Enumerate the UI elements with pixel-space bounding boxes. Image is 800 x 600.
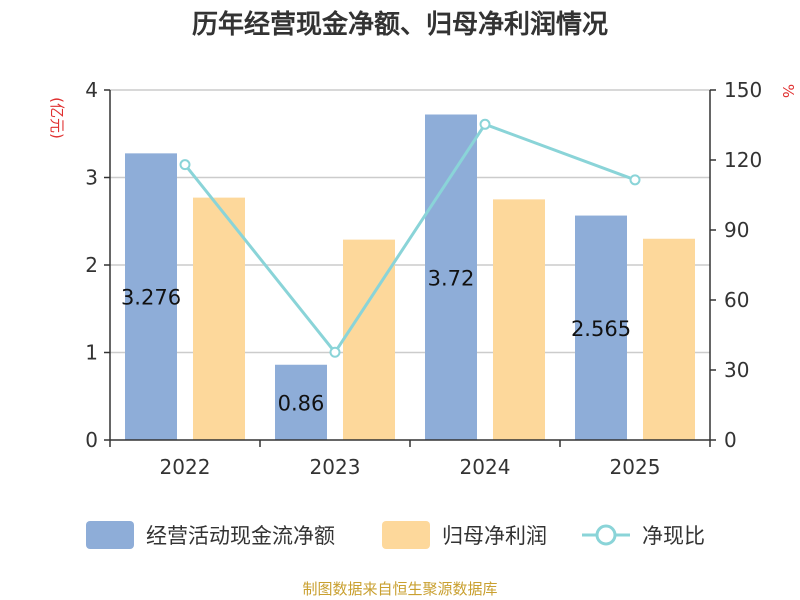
- ratio-point-2025: [629, 174, 641, 186]
- bar-profit-2025: [643, 238, 695, 440]
- right-axis-tick-label: 0: [724, 428, 737, 452]
- data-label: 3.72: [428, 266, 475, 290]
- bar-cashflow-2022: [125, 153, 177, 440]
- chart-title: 历年经营现金净额、归母净利润情况: [192, 9, 608, 40]
- right-axis-unit: %: [779, 84, 797, 98]
- left-axis-tick-label: 1: [85, 341, 98, 365]
- legend-label-profit: 归母净利润: [442, 524, 547, 548]
- x-axis-tick-label: 2022: [160, 455, 211, 479]
- left-axis-tick-label: 4: [85, 78, 98, 102]
- data-label: 0.86: [278, 391, 325, 415]
- ratio-line: [183, 122, 636, 355]
- line-series: [179, 118, 641, 358]
- x-axis-tick-label: 2024: [460, 455, 511, 479]
- legend-item-ratio[interactable]: 净现比: [582, 524, 705, 548]
- bar-profit-2023: [343, 239, 395, 440]
- left-axis-tick-label: 3: [85, 166, 98, 190]
- right-axis-tick-label: 90: [724, 218, 749, 242]
- legend-swatch-cashflow: [86, 521, 134, 549]
- legend-swatch-profit: [382, 521, 430, 549]
- data-label: 2.565: [571, 317, 631, 341]
- legend: 经营活动现金流净额 归母净利润 净现比: [86, 521, 705, 549]
- bar-series: [125, 114, 695, 440]
- bar-cashflow-2023: [275, 364, 327, 440]
- legend-label-cashflow: 经营活动现金流净额: [146, 524, 335, 548]
- x-axis-tick-label: 2023: [310, 455, 361, 479]
- data-label: 3.276: [121, 286, 181, 310]
- right-axis-tick-label: 60: [724, 288, 749, 312]
- ratio-point-2023: [329, 346, 341, 358]
- left-axis-tick-label: 0: [85, 428, 98, 452]
- bar-profit-2024: [493, 199, 545, 440]
- source-note: 制图数据来自恒生聚源数据库: [302, 580, 497, 598]
- ratio-point-2024: [479, 118, 491, 130]
- legend-item-profit[interactable]: 归母净利润: [382, 521, 547, 549]
- axes: 0 1 2 3 4 0 30 60 90 120 150 2022 2023 2024 2025: [85, 78, 762, 479]
- ratio-point-2022: [179, 159, 191, 171]
- right-axis-tick-label: 150: [724, 78, 762, 102]
- bar-cashflow-2024: [425, 114, 477, 440]
- left-axis-tick-label: 2: [85, 253, 98, 277]
- legend-swatch-ratio-marker: [595, 524, 617, 546]
- bar-cashflow-2025: [575, 215, 627, 440]
- right-axis-tick-label: 120: [724, 148, 762, 172]
- left-axis-unit: (亿元): [48, 97, 66, 139]
- bar-profit-2022: [193, 197, 245, 440]
- right-axis-tick-label: 30: [724, 358, 749, 382]
- data-labels: 3.276 0.86 3.72 2.565: [121, 266, 631, 415]
- legend-item-cashflow[interactable]: 经营活动现金流净额: [86, 521, 335, 549]
- x-axis-tick-label: 2025: [610, 455, 661, 479]
- legend-label-ratio: 净现比: [642, 524, 705, 548]
